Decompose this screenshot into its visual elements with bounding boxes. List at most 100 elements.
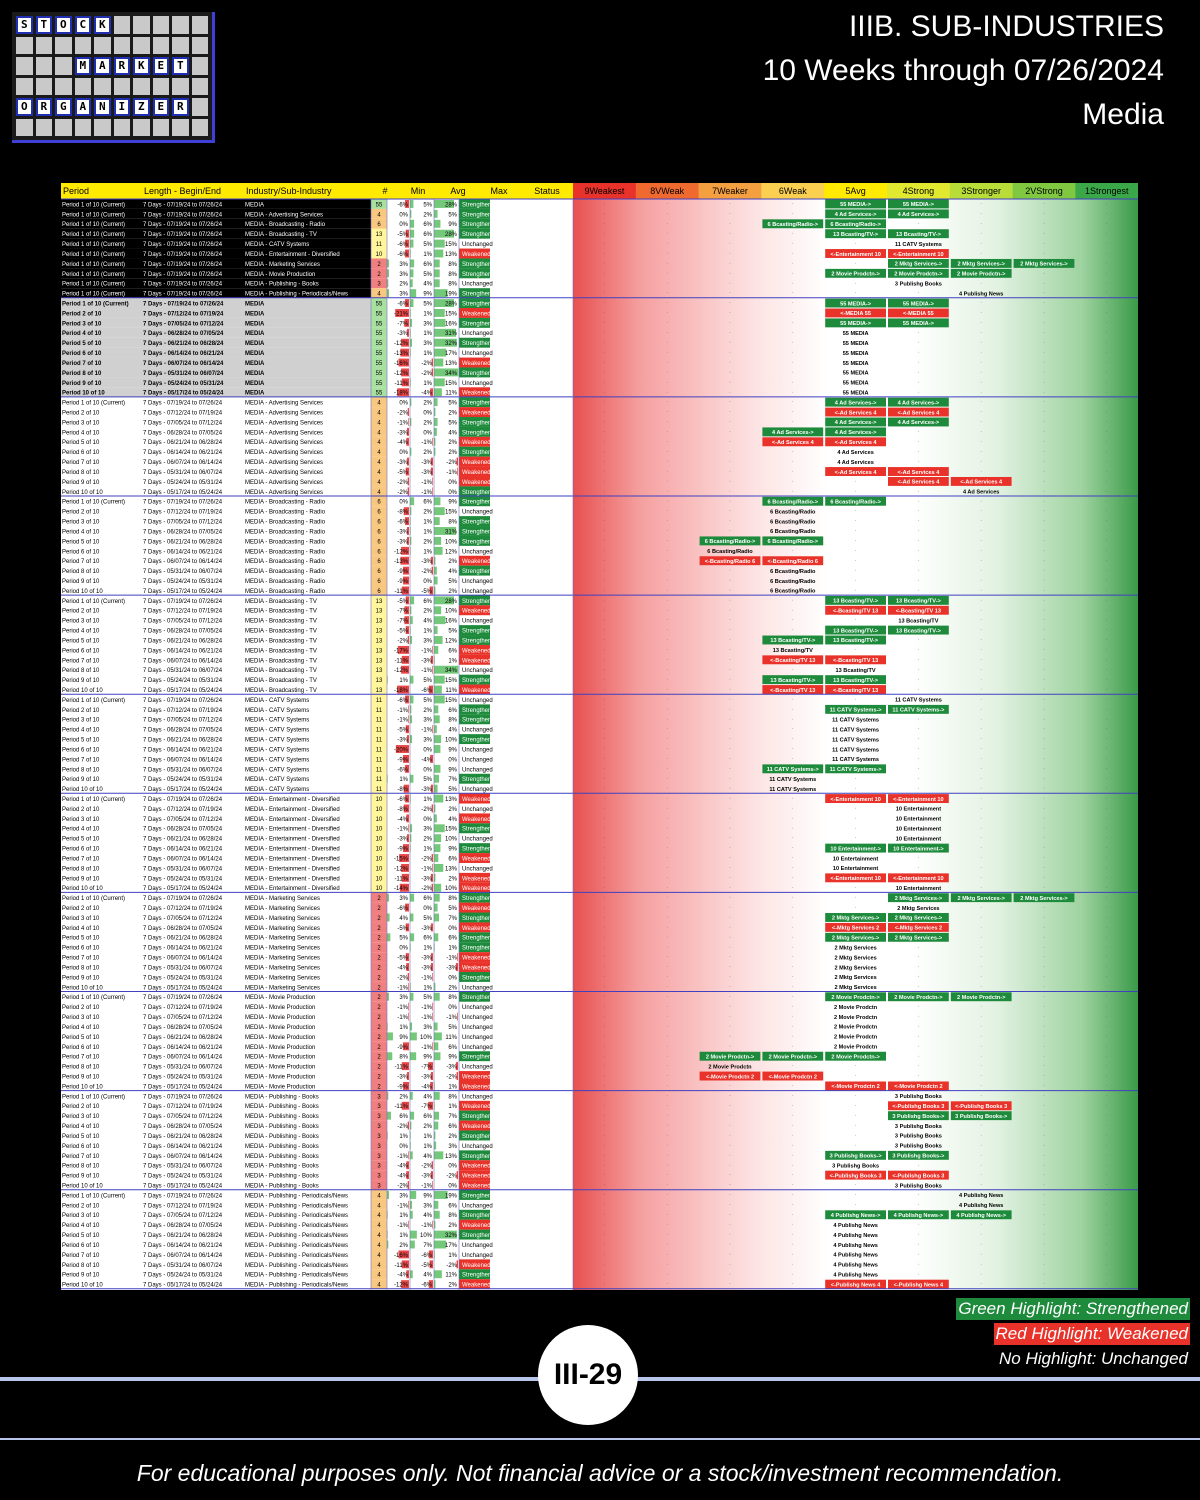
value-cell: -1% [397, 718, 408, 724]
count-bg [371, 228, 387, 239]
rank-marker: 11 CATV Systems-> [767, 767, 820, 773]
zone-header: 8VWeak [650, 186, 684, 196]
zone-dot: . [855, 785, 856, 791]
zone-dot: . [604, 329, 605, 335]
value-bar [431, 1161, 433, 1170]
rank-marker-bg [888, 268, 949, 278]
rank-marker-bg [762, 685, 824, 694]
period-cell: Period 5 of 10 [62, 936, 100, 942]
zone-dot: . [729, 517, 730, 523]
rank-marker-bg [888, 595, 949, 605]
zone-dot: . [792, 1132, 793, 1138]
zone-dot: . [792, 983, 793, 989]
rank-marker: 4 Publishg News-> [956, 1213, 1006, 1219]
rank-marker: 11 CATV Systems [769, 787, 816, 793]
value-bar [407, 536, 409, 545]
value-cell: -3% [421, 470, 432, 476]
zone-dot: . [855, 517, 856, 523]
value-bar [399, 854, 409, 862]
value-cell: 1% [399, 1213, 408, 1219]
zone-dot: . [729, 586, 730, 592]
rank-marker-bg [762, 675, 824, 685]
zone-dot: . [667, 1042, 668, 1048]
zone-header: 6Weak [779, 186, 807, 196]
logo-cell: A [74, 98, 91, 116]
value-bar [387, 1091, 389, 1100]
zone-dot: . [981, 1181, 982, 1187]
value-cell: 16% [445, 321, 458, 327]
value-bar [410, 715, 413, 724]
zone-dot: . [792, 1023, 793, 1029]
value-bar [407, 1072, 409, 1080]
value-bar [434, 239, 445, 248]
zone-dot: . [1106, 487, 1107, 493]
period-cell: Period 6 of 10 [62, 1243, 100, 1249]
length-cell: 7 Days - 07/19/24 to 07/26/24 [143, 202, 223, 208]
status-cell: Strengthened [462, 708, 498, 714]
zone-dot: . [1106, 1171, 1107, 1177]
zone-dot: . [667, 1211, 668, 1217]
zone-dot: . [1106, 864, 1107, 870]
value-bar [434, 933, 439, 942]
period-cell: Period 9 of 10 [62, 1273, 100, 1279]
zone-dot: . [667, 428, 668, 434]
zone-dot: . [729, 408, 730, 414]
rank-marker: 2 Movie Prodctn [834, 1005, 878, 1011]
zone-dot: . [918, 438, 919, 444]
zone-dot: . [981, 636, 982, 642]
zone-dot: . [1043, 1151, 1044, 1157]
zone-dot: . [981, 428, 982, 434]
rank-marker: 11 CATV Systems-> [830, 708, 883, 714]
count-bg [371, 1120, 387, 1131]
rank-marker: 6 Bcasting/Radio-> [768, 500, 819, 506]
value-cell: 1% [423, 351, 432, 357]
status-bg [459, 486, 490, 497]
status-bg [459, 595, 490, 606]
zone-dot: . [792, 398, 793, 404]
zone-dot: . [604, 785, 605, 791]
value-cell: 28% [445, 232, 458, 238]
zone-dot: . [667, 329, 668, 335]
value-cell: -1% [397, 420, 408, 426]
value-cell: 0% [423, 579, 432, 585]
zone-dot: . [918, 368, 919, 374]
count-cell: 4 [377, 1283, 381, 1289]
zone-dot: . [1106, 824, 1107, 830]
value-bar [434, 289, 448, 298]
zone-dot: . [667, 775, 668, 781]
value-cell: -6% [397, 242, 408, 248]
rank-marker: 11 CATV Systems [895, 698, 942, 704]
period-cell: Period 1 of 10 (Current) [62, 222, 125, 228]
period-cell: Period 6 of 10 [62, 549, 100, 555]
zone-dot: . [918, 1221, 919, 1227]
value-cell: -6% [397, 767, 408, 773]
rank-marker: 10 Entertainment [896, 827, 942, 833]
zone-dot: . [918, 448, 919, 454]
zone-dot: . [729, 874, 730, 880]
count-cell: 10 [376, 817, 383, 823]
zone-dot: . [792, 329, 793, 335]
status-bg [459, 991, 490, 1002]
zone-dot: . [918, 785, 919, 791]
zone-dot: . [1043, 616, 1044, 622]
zone-dot: . [729, 953, 730, 959]
value-cell: -11% [394, 381, 408, 387]
zone-dot: . [792, 468, 793, 474]
count-bg [371, 426, 387, 437]
value-bar [410, 992, 414, 1001]
zone-dot: . [792, 646, 793, 652]
period-cell: Period 7 of 10 [62, 956, 100, 962]
status-cell: Weakened [462, 1104, 491, 1110]
zone-dot: . [604, 696, 605, 702]
zone-dot: . [729, 1023, 730, 1029]
zone-dot: . [792, 914, 793, 920]
status-cell: Strengthened [462, 975, 498, 981]
value-bar [432, 477, 433, 486]
zone-dot: . [604, 418, 605, 424]
zone-dot: . [667, 517, 668, 523]
zone-dot: . [1106, 428, 1107, 434]
rank-marker-bg [762, 1071, 824, 1081]
rank-marker: 10 Entertainment [896, 836, 942, 842]
rank-marker: 13 Bcasting/TV [773, 648, 813, 654]
value-bar [432, 665, 433, 674]
